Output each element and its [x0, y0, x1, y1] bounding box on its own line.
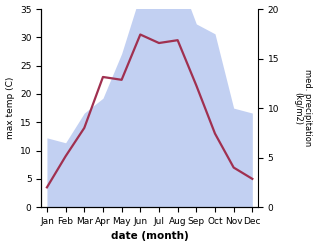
X-axis label: date (month): date (month) [111, 231, 189, 242]
Y-axis label: med. precipitation
(kg/m2): med. precipitation (kg/m2) [293, 69, 313, 147]
Y-axis label: max temp (C): max temp (C) [5, 77, 15, 139]
